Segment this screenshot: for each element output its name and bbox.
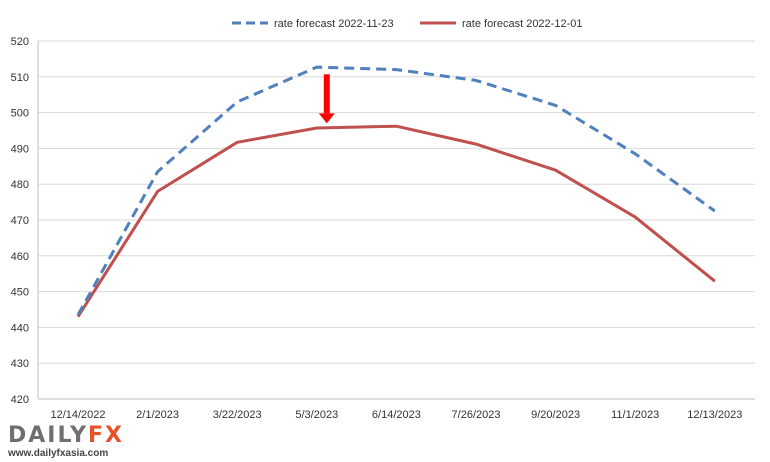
legend-label-1: rate forecast 2022-11-23 [274, 18, 394, 30]
y-tick-label: 490 [11, 143, 29, 155]
x-tick-label: 12/13/2023 [687, 409, 742, 421]
series-line-2022-11-23 [76, 65, 716, 316]
y-tick-label: 470 [11, 215, 29, 227]
logo-wordmark: DAILYFX [8, 425, 158, 447]
logo-fx: FX [88, 423, 124, 448]
annotation-arrow-head [318, 113, 335, 124]
y-tick-label: 450 [11, 287, 29, 299]
x-tick-label: 2/1/2023 [136, 409, 179, 421]
series-lines [76, 65, 716, 318]
series-line-2022-12-01 [76, 124, 716, 318]
y-tick-label: 480 [11, 179, 29, 191]
y-tick-label: 510 [11, 72, 29, 84]
y-tick-label: 440 [11, 322, 29, 334]
legend-label-2: rate forecast 2022-12-01 [462, 18, 582, 30]
x-tick-label: 5/3/2023 [295, 409, 338, 421]
y-tick-labels: 420 430 440 450 460 470 480 490 500 510 520 [11, 36, 29, 406]
annotation [318, 74, 335, 124]
x-tick-label: 11/1/2023 [611, 409, 659, 421]
x-tick-label: 6/14/2023 [372, 409, 421, 421]
y-tick-label: 430 [11, 358, 29, 370]
brand-logo: DAILYFX www.dailyfxasia.com [8, 425, 158, 461]
gridlines [38, 40, 755, 364]
logo-daily: DAILY [8, 423, 88, 448]
y-tick-label: 460 [11, 251, 29, 263]
axes [37, 41, 755, 400]
annotation-arrow-shaft [323, 74, 330, 114]
x-tick-label: 9/20/2023 [531, 409, 580, 421]
x-tick-labels: 12/14/2022 2/1/2023 3/22/2023 5/3/2023 6/14/… [50, 409, 742, 421]
x-tick-label: 7/26/2023 [452, 409, 501, 421]
legend: rate forecast 2022-11-23 rate forecast 20… [232, 18, 582, 30]
y-tick-label: 520 [11, 36, 29, 48]
y-tick-label: 420 [11, 394, 29, 406]
x-tick-label: 3/22/2023 [213, 409, 262, 421]
logo-url: www.dailyfxasia.com [8, 448, 109, 459]
x-tick-label: 12/14/2022 [50, 409, 105, 421]
y-tick-label: 500 [11, 108, 29, 120]
